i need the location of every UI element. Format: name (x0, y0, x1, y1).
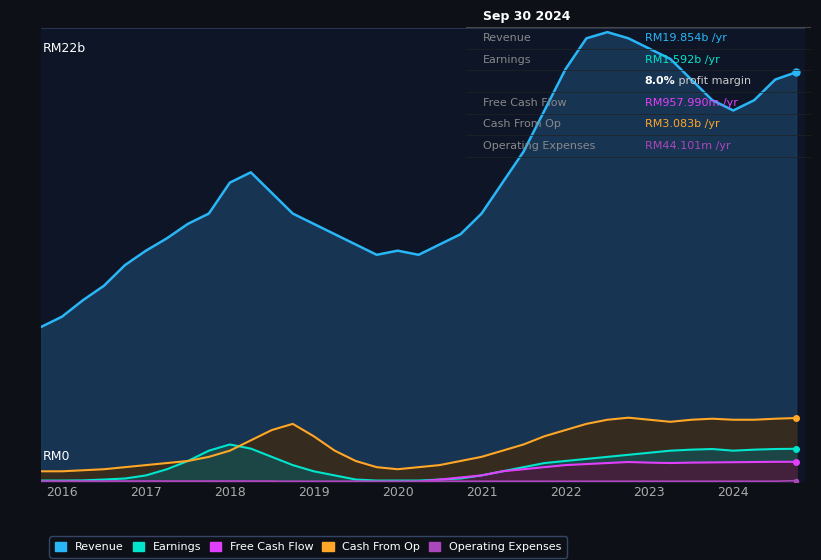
Text: Sep 30 2024: Sep 30 2024 (483, 10, 571, 23)
Legend: Revenue, Earnings, Free Cash Flow, Cash From Op, Operating Expenses: Revenue, Earnings, Free Cash Flow, Cash … (49, 536, 567, 558)
Text: Operating Expenses: Operating Expenses (483, 141, 595, 151)
Text: Free Cash Flow: Free Cash Flow (483, 98, 566, 108)
Text: Cash From Op: Cash From Op (483, 119, 561, 129)
Text: RM1.592b /yr: RM1.592b /yr (644, 55, 719, 64)
Text: Revenue: Revenue (483, 33, 531, 43)
Text: RM957.990m /yr: RM957.990m /yr (644, 98, 738, 108)
Text: RM3.083b /yr: RM3.083b /yr (644, 119, 719, 129)
Text: 8.0%: 8.0% (644, 76, 676, 86)
Text: RM19.854b /yr: RM19.854b /yr (644, 33, 727, 43)
Text: RM0: RM0 (43, 450, 70, 464)
Text: profit margin: profit margin (675, 76, 751, 86)
Text: Earnings: Earnings (483, 55, 531, 64)
Text: RM22b: RM22b (43, 41, 85, 55)
Text: RM44.101m /yr: RM44.101m /yr (644, 141, 731, 151)
